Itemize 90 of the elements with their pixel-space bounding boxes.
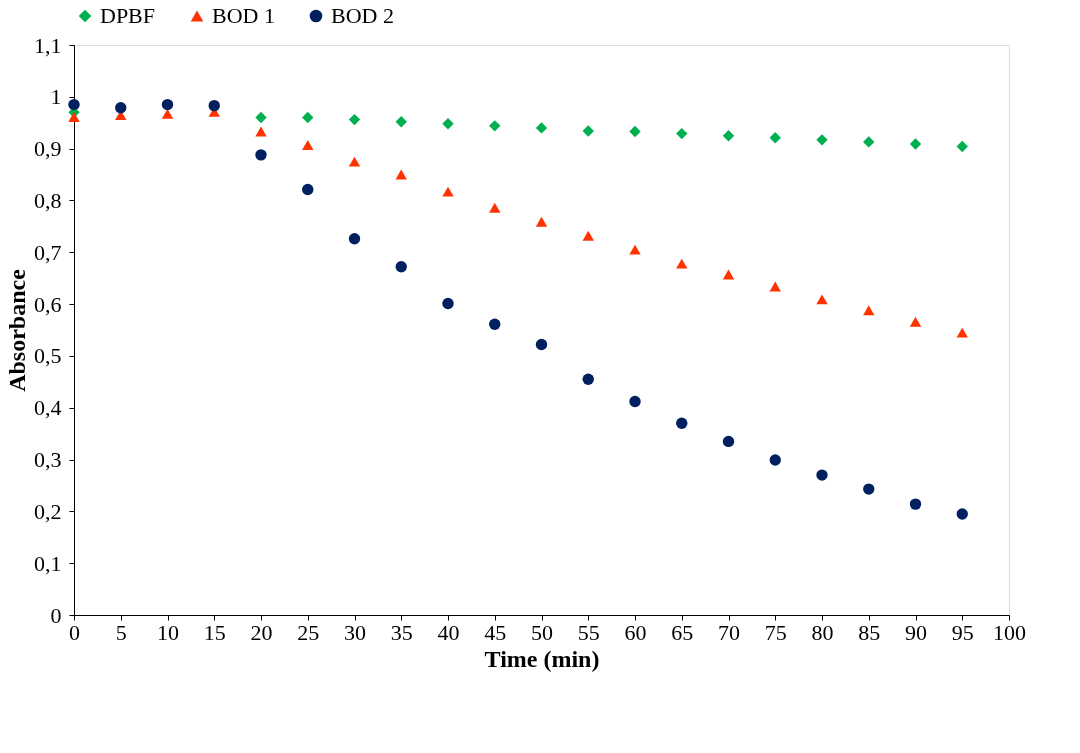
point	[489, 120, 501, 132]
point	[68, 112, 80, 122]
point	[442, 186, 454, 197]
point	[255, 126, 267, 137]
point	[722, 129, 735, 142]
x-tick-label: 10	[157, 619, 179, 645]
point	[442, 118, 454, 130]
y-tick-label: 0,7	[34, 239, 62, 265]
point	[208, 99, 220, 112]
point	[722, 269, 735, 280]
point	[629, 244, 641, 255]
x-tick-label: 30	[344, 619, 366, 645]
point	[769, 454, 781, 466]
point	[395, 115, 407, 128]
point	[535, 338, 548, 351]
y-axis-title: Absorbance	[4, 268, 30, 392]
y-tick-label: 0,6	[34, 291, 62, 317]
x-tick-label: 70	[718, 619, 740, 645]
point	[582, 373, 594, 385]
x-tick-label: 90	[905, 619, 927, 645]
point	[956, 508, 968, 520]
x-tick-label: 75	[764, 619, 787, 645]
x-tick-label: 25	[297, 619, 320, 645]
x-tick-label: 100	[993, 619, 1026, 645]
point	[909, 316, 922, 327]
x-tick-label: 60	[624, 619, 647, 645]
point	[863, 305, 875, 316]
x-tick-label: 50	[531, 619, 553, 645]
x-tick-label: 95	[951, 619, 974, 645]
point	[816, 294, 828, 305]
x-tick-label: 5	[115, 619, 127, 645]
x-tick-label: 0	[69, 619, 80, 645]
x-tick-label: 20	[250, 619, 273, 645]
x-tick-label: 55	[577, 619, 600, 645]
y-tick-label: 0,5	[34, 343, 62, 369]
y-tick-label: 0	[50, 602, 62, 628]
point	[629, 125, 641, 138]
legend-label: BOD 1	[212, 3, 275, 28]
point	[302, 140, 314, 150]
point	[909, 138, 922, 150]
point	[442, 297, 454, 310]
point	[582, 230, 594, 241]
point	[582, 125, 594, 137]
point	[956, 140, 968, 153]
point	[161, 98, 174, 111]
point	[255, 149, 267, 161]
point	[68, 98, 80, 111]
point	[769, 132, 781, 144]
point	[255, 111, 267, 124]
legend-label: DPBF	[100, 3, 156, 28]
point	[348, 113, 361, 126]
point	[535, 122, 548, 134]
point	[956, 327, 968, 338]
y-tick-label: 0,1	[34, 550, 62, 576]
point	[676, 258, 688, 269]
x-tick-label: 85	[858, 619, 881, 645]
y-tick-label: 0,3	[34, 447, 62, 473]
point	[909, 498, 922, 510]
y-tick-label: 1	[50, 84, 62, 110]
x-tick-label: 65	[671, 619, 694, 645]
point	[535, 216, 548, 227]
point	[863, 136, 875, 148]
x-axis-title: Time (min)	[484, 645, 600, 672]
point	[863, 483, 875, 495]
point	[676, 417, 688, 429]
point	[302, 183, 314, 196]
y-tick-label: 0,9	[34, 136, 62, 162]
point	[489, 318, 501, 330]
y-tick-label: 0,8	[34, 187, 62, 213]
point	[816, 469, 828, 481]
point	[722, 435, 735, 448]
point	[302, 111, 314, 124]
point	[676, 127, 688, 140]
point	[348, 233, 361, 245]
y-tick-label: 0,4	[34, 395, 62, 421]
point	[348, 156, 361, 167]
x-tick-label: 45	[484, 619, 507, 645]
y-tick-label: 1,1	[34, 32, 62, 58]
point	[489, 202, 501, 213]
point	[115, 102, 127, 114]
x-tick-label: 80	[811, 619, 834, 645]
point	[629, 395, 641, 408]
legend-label: BOD 2	[331, 3, 394, 28]
x-tick-label: 15	[203, 619, 226, 645]
point	[769, 281, 781, 292]
x-tick-label: 40	[437, 619, 460, 645]
y-tick-label: 0,2	[34, 498, 62, 524]
point	[395, 261, 407, 273]
x-tick-label: 35	[390, 619, 413, 645]
point	[816, 134, 828, 146]
